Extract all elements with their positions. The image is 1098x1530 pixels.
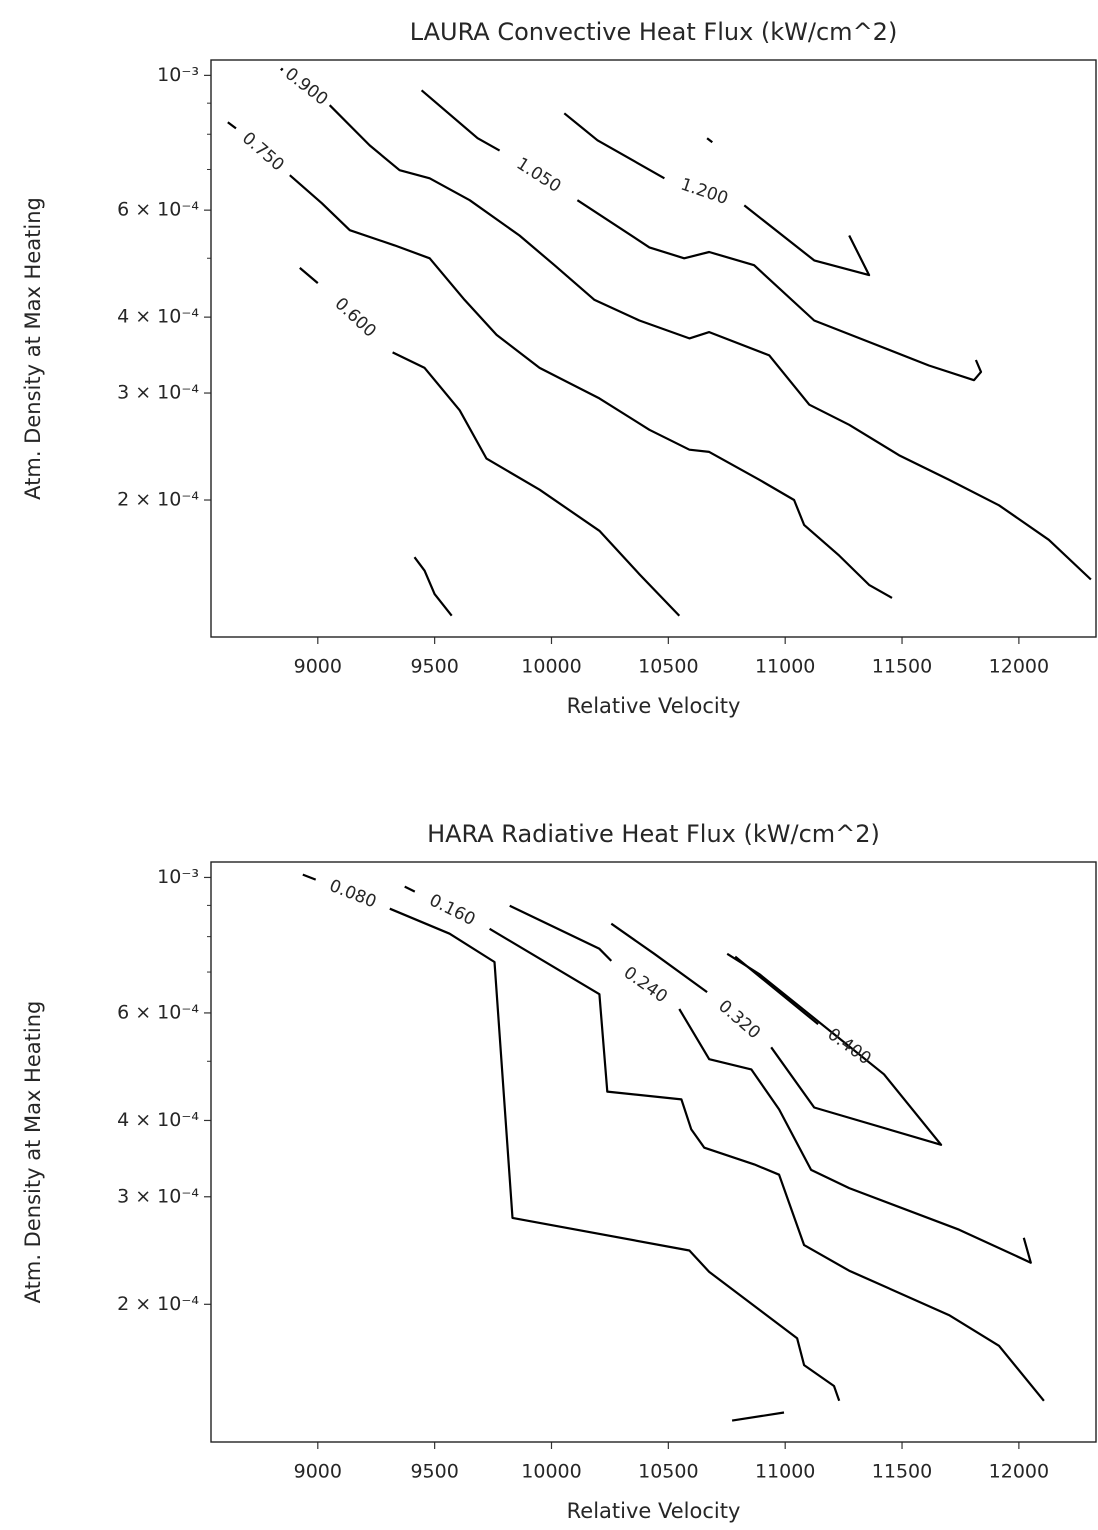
y-tick-label: 2 × 10⁻⁴: [117, 489, 199, 511]
contour-label: 0.900: [281, 64, 332, 110]
x-tick-label: 11500: [872, 1461, 932, 1483]
y-tick-label: 4 × 10⁻⁴: [117, 306, 199, 328]
contour-line: [420, 89, 983, 382]
x-tick-label: 10000: [521, 656, 581, 678]
contour-line: [302, 873, 841, 1402]
contour-label: 0.160: [426, 890, 478, 930]
x-axis-label: Relative Velocity: [567, 1499, 741, 1523]
x-tick-label: 11000: [755, 1461, 815, 1483]
x-axis-label: Relative Velocity: [567, 694, 741, 718]
y-tick-label: 2 × 10⁻⁴: [117, 1293, 199, 1315]
x-tick-label: 9500: [410, 656, 458, 678]
contour-label: 0.320: [714, 996, 764, 1043]
x-tick-label: 9000: [294, 1461, 342, 1483]
contour-line: [227, 121, 893, 599]
y-tick-label: 3 × 10⁻⁴: [117, 382, 199, 404]
contour-line: [413, 556, 453, 617]
contour-label: 0.750: [238, 128, 288, 175]
y-tick-label: 10⁻³: [157, 64, 199, 86]
y-tick-label: 6 × 10⁻⁴: [117, 199, 199, 221]
axes-frame: [210, 861, 1097, 1443]
y-tick-label: 6 × 10⁻⁴: [117, 1001, 199, 1023]
contour-label: 1.050: [513, 154, 565, 197]
contour-line: [299, 267, 681, 617]
x-tick-label: 12000: [989, 656, 1049, 678]
x-tick-label: 11500: [872, 656, 932, 678]
contour-line: [706, 137, 713, 144]
x-tick-label: 12000: [989, 1461, 1049, 1483]
x-tick-label: 10500: [638, 1461, 698, 1483]
x-tick-label: 11000: [755, 656, 815, 678]
contour-label: 0.080: [326, 876, 379, 912]
contour-line: [509, 904, 1032, 1264]
chart-title: HARA Radiative Heat Flux (kW/cm^2): [427, 820, 880, 848]
y-axis-label: Atm. Density at Max Heating: [21, 1001, 45, 1304]
x-tick-label: 9500: [410, 1461, 458, 1483]
contour-line: [610, 922, 943, 1146]
y-tick-label: 3 × 10⁻⁴: [117, 1185, 199, 1207]
contour-line: [404, 885, 1045, 1402]
contour-line: [563, 112, 871, 277]
contour-label: 0.240: [620, 963, 671, 1007]
y-tick-label: 10⁻³: [157, 866, 199, 888]
x-tick-label: 10000: [521, 1461, 581, 1483]
y-axis-label: Atm. Density at Max Heating: [21, 197, 45, 500]
contour-label: 1.200: [678, 175, 731, 210]
contour-line: [731, 1411, 785, 1422]
contour-label: 0.600: [331, 294, 380, 342]
axes-frame: [210, 59, 1097, 638]
contour-line: [280, 67, 1092, 581]
y-tick-label: 4 × 10⁻⁴: [117, 1109, 199, 1131]
x-tick-label: 10500: [638, 656, 698, 678]
chart-title: LAURA Convective Heat Flux (kW/cm^2): [410, 18, 898, 46]
contour-label: 0.400: [824, 1024, 875, 1069]
x-tick-label: 9000: [294, 656, 342, 678]
